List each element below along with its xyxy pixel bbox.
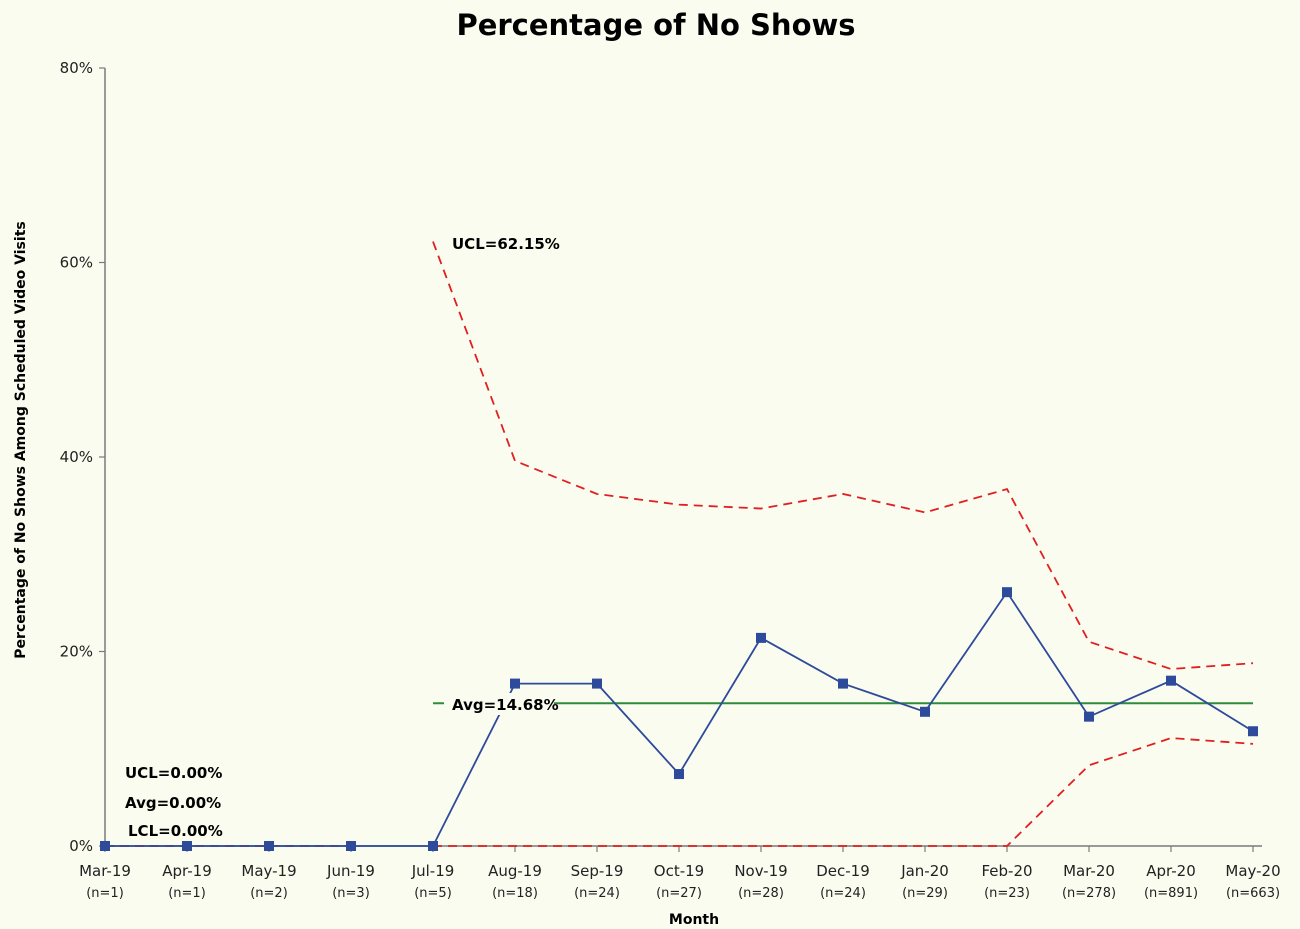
x-tick-sublabel: (n=3): [332, 886, 370, 901]
data-point-marker: [428, 841, 438, 851]
ucl-annotation-phase1: UCL=0.00%: [125, 764, 222, 782]
x-tick-sublabel: (n=1): [168, 886, 206, 901]
chart-title: Percentage of No Shows: [456, 8, 855, 42]
x-tick-label: Feb-20: [981, 862, 1032, 880]
x-tick-label: Jun-19: [326, 862, 375, 880]
data-point-marker: [100, 841, 110, 851]
x-tick-sublabel: (n=278): [1062, 886, 1116, 901]
x-tick-label: Oct-19: [654, 862, 704, 880]
data-point-marker: [838, 678, 848, 689]
x-tick-label: Apr-20: [1146, 862, 1196, 880]
x-tick-sublabel: (n=891): [1144, 886, 1198, 901]
data-point-marker: [346, 841, 356, 851]
x-tick-label: Sep-19: [571, 862, 624, 880]
avg-annotation-phase2: Avg=14.68%: [452, 696, 559, 714]
data-point-marker: [920, 706, 930, 717]
x-tick-sublabel: (n=23): [984, 886, 1030, 901]
data-point-marker: [756, 632, 766, 643]
data-point-marker: [674, 769, 684, 780]
x-tick-sublabel: (n=5): [414, 886, 452, 901]
avg-annotation-phase1: Avg=0.00%: [125, 794, 221, 812]
x-tick-label: May-19: [241, 862, 296, 880]
x-tick-label: Jul-19: [411, 862, 455, 880]
x-tick-label: May-20: [1225, 862, 1280, 880]
data-point-marker: [510, 678, 520, 689]
ucl-line: [432, 241, 1254, 670]
lcl-annotation-phase1: LCL=0.00%: [128, 822, 223, 840]
x-tick-sublabel: (n=24): [574, 886, 620, 901]
x-tick-sublabel: (n=18): [492, 886, 538, 901]
x-tick-label: Aug-19: [488, 862, 542, 880]
data-point-marker: [1084, 711, 1094, 722]
ucl-annotation-phase2: UCL=62.15%: [452, 235, 560, 253]
y-axis-label: Percentage of No Shows Among Scheduled V…: [13, 221, 29, 658]
avg-label-backdrop: [444, 693, 554, 715]
x-tick-sublabel: (n=29): [902, 886, 948, 901]
no-show-rate-line: [105, 590, 1254, 847]
data-point-marker: [592, 678, 602, 689]
data-point-marker: [182, 841, 192, 851]
x-tick-label: Dec-19: [816, 862, 870, 880]
y-tick-label: 60%: [60, 254, 93, 272]
x-tick-sublabel: (n=28): [738, 886, 784, 901]
lcl-line: [433, 737, 1254, 847]
data-point-marker: [1002, 587, 1012, 598]
data-point-marker: [1248, 726, 1258, 737]
y-tick-label: 20%: [60, 643, 93, 661]
x-tick-label: Nov-19: [734, 862, 787, 880]
x-tick-sublabel: (n=24): [820, 886, 866, 901]
x-axis-label: Month: [669, 912, 719, 928]
x-tick-sublabel: (n=2): [250, 886, 288, 901]
data-point-marker: [1166, 675, 1176, 686]
x-tick-label: Mar-20: [1063, 862, 1115, 880]
x-tick-sublabel: (n=663): [1226, 886, 1280, 901]
x-tick-sublabel: (n=1): [86, 886, 124, 901]
x-tick-label: Mar-19: [79, 862, 131, 880]
y-tick-label: 0%: [69, 837, 93, 855]
y-tick-label: 40%: [60, 448, 93, 466]
y-tick-label: 80%: [60, 59, 93, 77]
data-point-marker: [264, 841, 274, 851]
x-tick-sublabel: (n=27): [656, 886, 702, 901]
x-tick-label: Jan-20: [900, 862, 949, 880]
x-tick-label: Apr-19: [162, 862, 212, 880]
